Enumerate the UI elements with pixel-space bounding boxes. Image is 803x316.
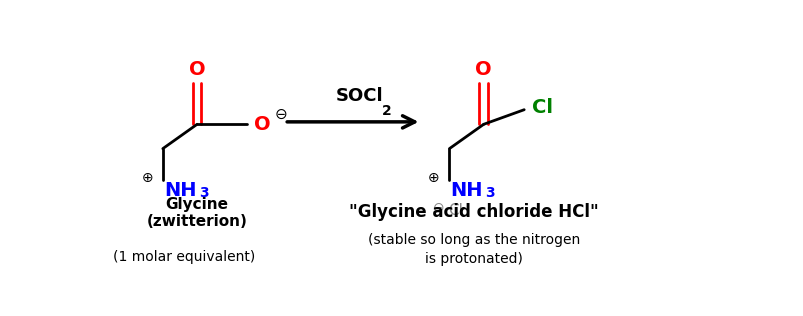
Text: ⊖: ⊖ xyxy=(275,107,287,122)
Text: ⊕: ⊕ xyxy=(427,171,439,185)
Text: (stable so long as the nitrogen: (stable so long as the nitrogen xyxy=(368,233,580,247)
Text: SOCl: SOCl xyxy=(335,87,382,105)
Text: is protonated): is protonated) xyxy=(425,252,523,266)
Text: Cl: Cl xyxy=(531,98,552,117)
Text: ⊖: ⊖ xyxy=(432,201,443,215)
Text: Cl: Cl xyxy=(447,203,463,218)
Text: NH: NH xyxy=(450,181,483,200)
Text: (1 molar equivalent): (1 molar equivalent) xyxy=(113,250,255,264)
Text: "Glycine acid chloride HCl": "Glycine acid chloride HCl" xyxy=(349,203,598,221)
Text: O: O xyxy=(189,60,205,79)
Text: O: O xyxy=(254,115,271,134)
Text: 3: 3 xyxy=(485,186,495,200)
Text: ⊕: ⊕ xyxy=(141,171,153,185)
Text: 3: 3 xyxy=(198,186,208,200)
Text: 2: 2 xyxy=(381,104,391,118)
Text: Glycine
(zwitterion): Glycine (zwitterion) xyxy=(146,197,247,229)
Text: O: O xyxy=(475,60,491,79)
Text: NH: NH xyxy=(164,181,196,200)
